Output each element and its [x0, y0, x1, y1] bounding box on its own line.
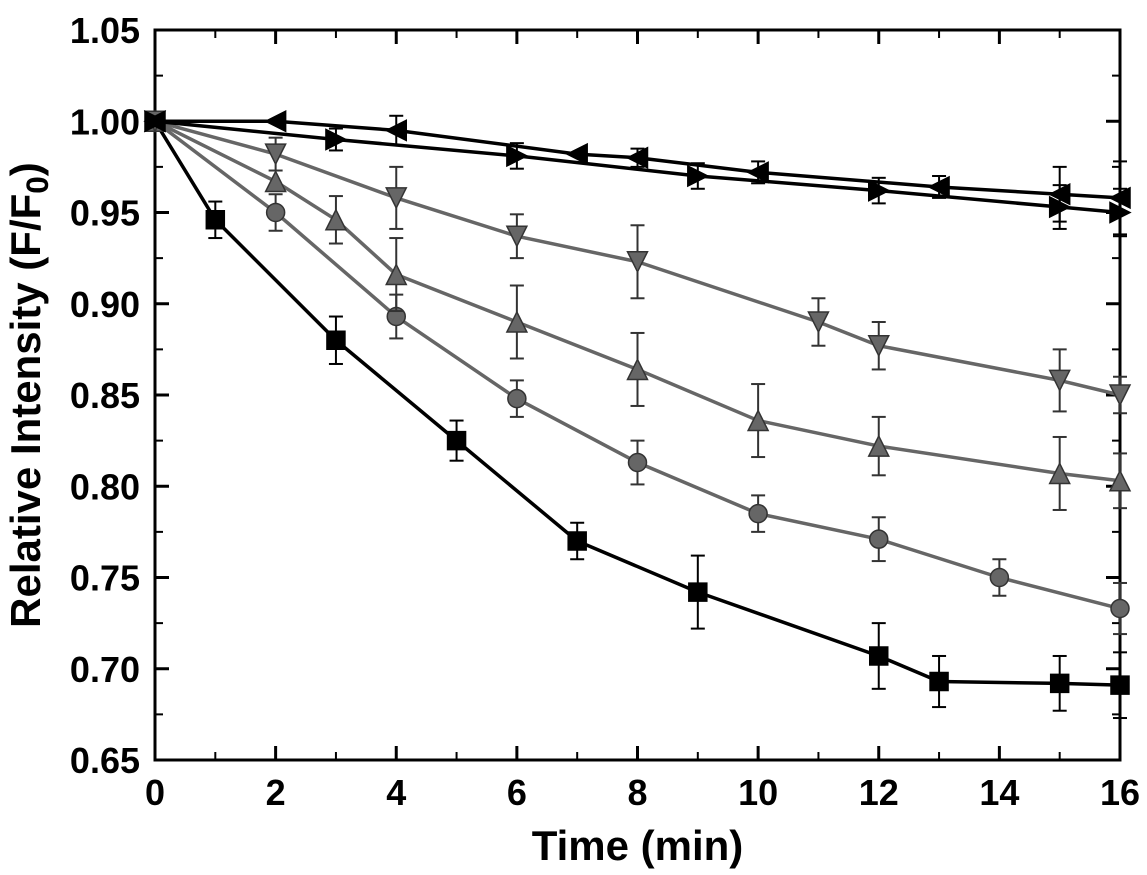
svg-text:0.70: 0.70 [70, 649, 140, 690]
svg-text:0: 0 [145, 772, 165, 813]
x-axis-label: Time (min) [532, 822, 744, 869]
series-lefttriangle [145, 111, 1130, 234]
svg-text:8: 8 [627, 772, 647, 813]
svg-text:0.85: 0.85 [70, 375, 140, 416]
svg-text:4: 4 [386, 772, 406, 813]
line-chart: 0 2 4 6 8 10 12 14 16 0.65 0.70 0.75 0.80 0.85 0.90 0.9… [0, 0, 1147, 875]
svg-text:16: 16 [1100, 772, 1140, 813]
series-square [146, 112, 1129, 718]
y-axis-label: Relative Intensity (F/F0) [2, 162, 55, 628]
svg-text:14: 14 [979, 772, 1019, 813]
svg-text:0.80: 0.80 [70, 466, 140, 507]
svg-text:0.65: 0.65 [70, 740, 140, 781]
svg-text:0.90: 0.90 [70, 284, 140, 325]
svg-text:2: 2 [266, 772, 286, 813]
svg-text:0.75: 0.75 [70, 558, 140, 599]
svg-text:1.00: 1.00 [70, 101, 140, 142]
svg-text:0.95: 0.95 [70, 193, 140, 234]
series-righttriangle [145, 111, 1130, 236]
svg-text:1.05: 1.05 [70, 10, 140, 51]
svg-text:6: 6 [507, 772, 527, 813]
chart-container: 0 2 4 6 8 10 12 14 16 0.65 0.70 0.75 0.80 0.85 0.90 0.9… [0, 0, 1147, 875]
svg-text:12: 12 [859, 772, 899, 813]
svg-text:10: 10 [738, 772, 778, 813]
